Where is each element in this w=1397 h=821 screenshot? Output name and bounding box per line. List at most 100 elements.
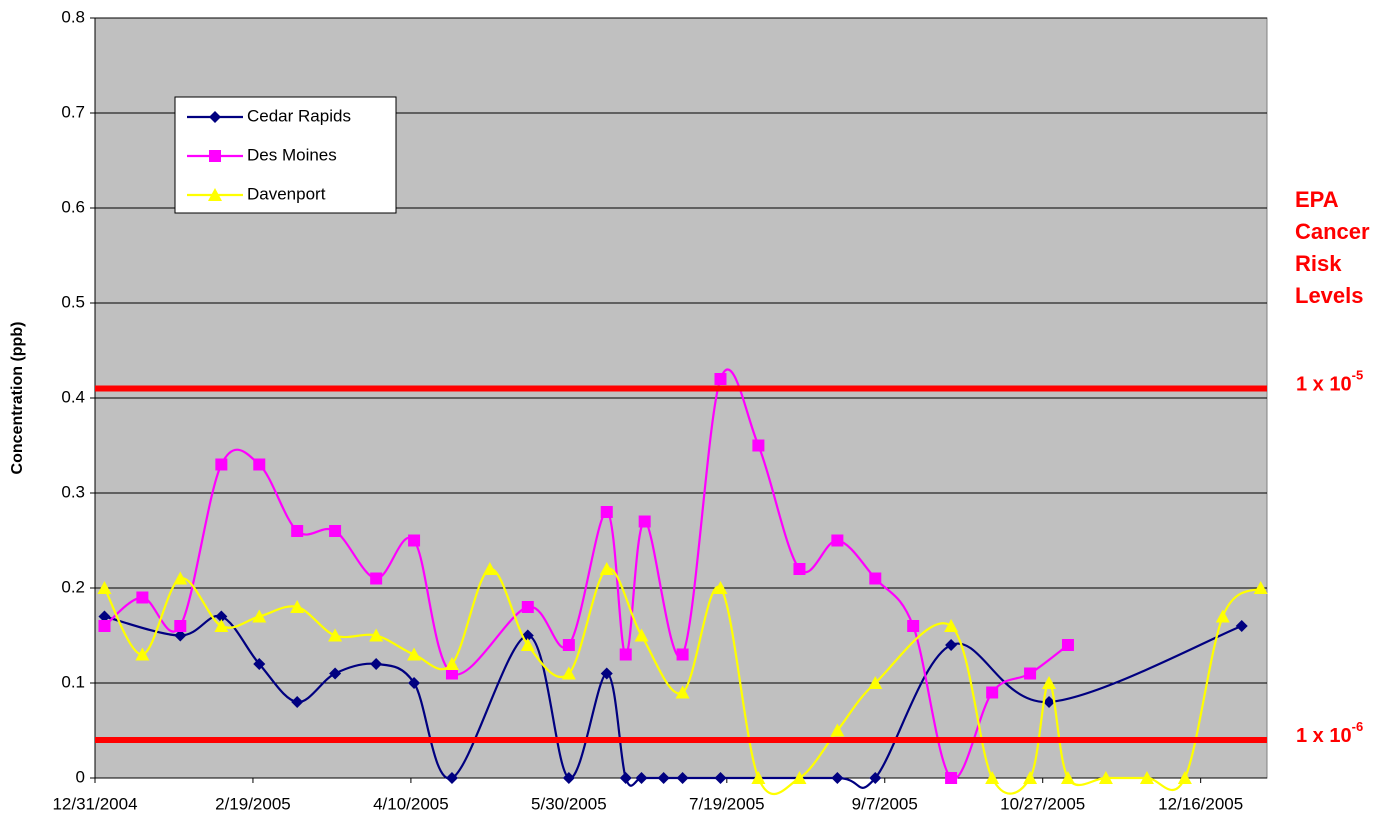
reference-label-exponent: -6 (1352, 719, 1364, 734)
series-line (103, 368, 1069, 780)
data-point (1253, 581, 1268, 594)
data-point (1061, 639, 1074, 651)
x-tick-label: 10/27/2005 (1000, 794, 1085, 813)
data-point (675, 685, 690, 699)
y-tick-label: 0.4 (61, 387, 85, 406)
data-point (986, 686, 999, 699)
data-point (291, 696, 304, 708)
data-point (174, 629, 187, 642)
data-point (329, 525, 342, 537)
x-tick-label: 5/30/2005 (531, 794, 607, 813)
data-point (408, 677, 421, 689)
legend-marker (209, 150, 221, 162)
data-point (714, 772, 727, 784)
data-point (714, 373, 727, 385)
data-point (521, 601, 534, 613)
data-point (370, 658, 383, 670)
y-tick-label: 0.2 (61, 577, 85, 596)
data-point (831, 534, 844, 547)
data-point (600, 506, 613, 518)
data-point (482, 562, 497, 575)
data-point (135, 647, 150, 661)
data-point (215, 610, 228, 623)
data-point (635, 772, 648, 784)
reference-label: 1 x 10-5 (1296, 368, 1363, 396)
data-point (97, 581, 112, 594)
data-point (1098, 771, 1113, 784)
data-point (1023, 771, 1038, 784)
data-point (291, 525, 304, 537)
data-point (520, 638, 535, 651)
data-point (1024, 667, 1037, 680)
data-point (634, 628, 649, 642)
data-point (1139, 771, 1154, 784)
series-line (103, 567, 1262, 795)
reference-title: EPA Cancer Risk Levels (1295, 187, 1370, 308)
data-point (907, 620, 920, 632)
data-point (136, 591, 149, 604)
data-point (752, 439, 765, 452)
data-point (98, 620, 111, 632)
data-point (868, 676, 883, 689)
data-point (657, 772, 670, 784)
data-point (944, 619, 959, 632)
data-point (1235, 620, 1248, 632)
data-point (1215, 609, 1230, 623)
x-tick-label: 4/10/2005 (373, 794, 449, 813)
data-point (831, 772, 844, 784)
data-point (619, 772, 632, 784)
data-point (562, 639, 575, 651)
x-tick-label: 12/16/2005 (1158, 794, 1243, 813)
data-point (214, 619, 229, 632)
data-point (599, 562, 614, 575)
data-point (676, 772, 689, 784)
reference-label-base: 1 x 10 (1296, 374, 1352, 396)
data-point (945, 639, 958, 651)
x-tick-label: 9/7/2005 (852, 794, 918, 813)
data-point (445, 772, 458, 784)
data-point (638, 515, 651, 528)
data-point (290, 600, 305, 613)
reference-label-exponent: -5 (1352, 368, 1364, 383)
data-point (1177, 771, 1192, 784)
data-point (562, 772, 575, 784)
y-tick-label: 0.5 (61, 292, 85, 311)
data-point (445, 667, 458, 680)
data-point (369, 628, 384, 642)
y-axis-label: Concentration (ppb) (9, 322, 26, 475)
data-point (792, 771, 807, 784)
data-point (985, 771, 1000, 784)
reference-label: 1 x 10-6 (1296, 719, 1363, 747)
y-tick-label: 0 (76, 767, 85, 786)
data-point (174, 620, 187, 632)
data-point (407, 647, 422, 661)
data-point (328, 628, 343, 642)
data-point (793, 563, 806, 575)
x-tick-label: 7/19/2005 (689, 794, 765, 813)
data-point (751, 771, 766, 784)
data-point (252, 609, 267, 623)
legend-marker (209, 111, 221, 123)
data-point (619, 648, 632, 661)
data-point (98, 610, 111, 623)
data-point (370, 572, 383, 585)
data-point (713, 581, 728, 594)
data-point (830, 723, 845, 737)
data-point (945, 772, 958, 784)
data-point (561, 666, 576, 680)
x-tick-label: 2/19/2005 (215, 794, 291, 813)
data-point (253, 458, 266, 471)
data-point (444, 657, 459, 670)
data-point (869, 772, 882, 784)
data-point (408, 534, 421, 547)
data-point (1042, 676, 1057, 689)
data-point (600, 667, 613, 680)
data-point (676, 648, 689, 661)
data-point (329, 667, 342, 680)
reference-label-base: 1 x 10 (1296, 725, 1352, 747)
y-tick-label: 0.8 (61, 7, 85, 26)
y-tick-label: 0.7 (61, 102, 85, 121)
data-point (1043, 696, 1056, 708)
legend-label: Davenport (247, 184, 326, 203)
